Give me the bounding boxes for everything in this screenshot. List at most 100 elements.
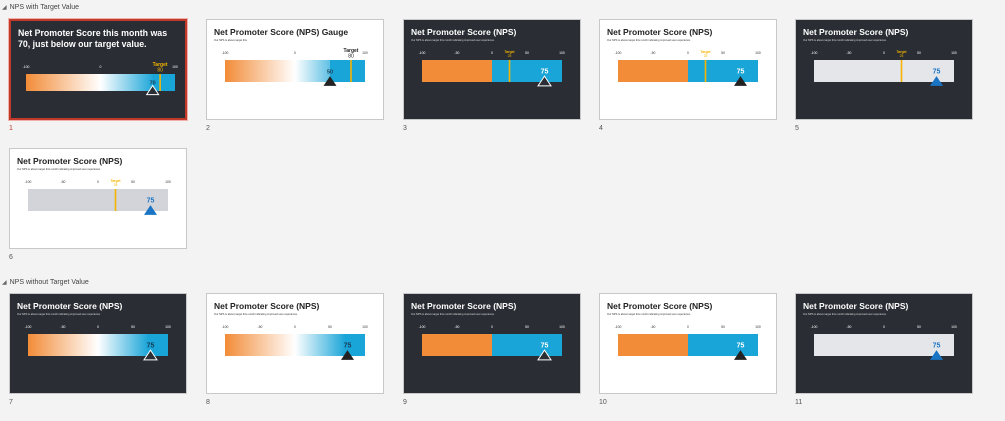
tick-label: 0 [294, 51, 296, 55]
slide-subtitle: Our NPS is above target this month indic… [17, 313, 101, 316]
slide-canvas[interactable]: Net Promoter Score (NPS) Our NPS is above… [795, 293, 973, 394]
value-marker-triangle [734, 350, 747, 360]
gauge-bar-fill-end [347, 334, 365, 356]
value-marker-triangle [341, 350, 354, 360]
tick-label: 0 [491, 51, 493, 55]
gauge-bar-negative [422, 334, 492, 356]
tick-label: 100 [165, 325, 171, 329]
slide-canvas[interactable]: Net Promoter Score (NPS) Our NPS is above… [795, 19, 973, 120]
value-label: 75 [147, 343, 155, 350]
slide-subtitle: Our NPS is above target this [214, 39, 247, 42]
slide-title: Net Promoter Score (NPS) [607, 301, 713, 311]
tick-label: -50 [651, 325, 656, 329]
value-label: 75 [344, 343, 352, 350]
slide-title: Net Promoter Score (NPS) Gauge [214, 27, 349, 37]
target-label: Target [110, 179, 121, 183]
slide-number: 4 [599, 125, 603, 132]
tick-label: 100 [362, 325, 368, 329]
tick-label: -50 [61, 180, 66, 184]
value-marker-triangle [537, 75, 552, 87]
tick-label: 50 [525, 325, 529, 329]
tick-label: 50 [721, 51, 725, 55]
slide-canvas[interactable]: Net Promoter Score this month was 70, ju… [9, 19, 187, 120]
tick-label: 100 [755, 325, 761, 329]
tick-label: 100 [559, 325, 565, 329]
section-header-without-target[interactable]: ◢ NPS without Target Value [2, 279, 89, 286]
slide-subtitle: Our NPS is above target this month indic… [607, 39, 691, 42]
tick-label: -50 [61, 325, 66, 329]
nps-gauge: -100 -50 0 50 100 75 [25, 325, 171, 361]
gauge-bar-gradient [225, 334, 365, 356]
value-marker-triangle [144, 205, 157, 215]
gauge-bar-gradient [26, 74, 175, 91]
tick-label: 0 [687, 51, 689, 55]
section-label: NPS without Target Value [9, 279, 89, 286]
section-label: NPS with Target Value [9, 4, 80, 11]
tick-label: 0 [97, 180, 99, 184]
gauge-bar-fill-end [330, 60, 365, 82]
target-label: Target [153, 62, 168, 68]
nps-gauge: -100 -50 0 50 100 75 [419, 325, 565, 361]
tick-label: -50 [651, 51, 656, 55]
gauge-bar-negative [618, 334, 688, 356]
target-label: Target [700, 50, 711, 54]
value-label: 75 [541, 343, 549, 350]
tick-label: -100 [615, 51, 622, 55]
slide-title: Net Promoter Score (NPS) [17, 301, 123, 311]
tick-label: 100 [951, 51, 957, 55]
tick-label: -50 [847, 325, 852, 329]
slide-subtitle: Our NPS is above target this month indic… [803, 39, 887, 42]
slide-canvas[interactable]: Net Promoter Score (NPS) Gauge Our NPS is… [206, 19, 384, 120]
slide-subtitle: Our NPS is above target this month indic… [607, 313, 691, 316]
tick-label: -50 [847, 51, 852, 55]
slide-number: 8 [206, 399, 210, 406]
slide-title: Net Promoter Score (NPS) [803, 27, 909, 37]
target-line [508, 60, 511, 82]
slide-canvas[interactable]: Net Promoter Score (NPS) Our NPS is above… [206, 293, 384, 394]
tick-label: 50 [131, 325, 135, 329]
slide-title: Net Promoter Score (NPS) [17, 156, 123, 166]
slide-canvas[interactable]: Net Promoter Score (NPS) Our NPS is above… [403, 19, 581, 120]
tick-label: -100 [811, 325, 818, 329]
value-label: 70 [150, 81, 156, 87]
slide-number: 5 [795, 125, 799, 132]
value-marker-triangle [145, 84, 160, 96]
tick-label: 50 [721, 325, 725, 329]
slide-subtitle: Our NPS is above target this month indic… [411, 313, 495, 316]
slide-canvas[interactable]: Net Promoter Score (NPS) Our NPS is above… [403, 293, 581, 394]
collapse-triangle-icon[interactable]: ◢ [2, 5, 7, 11]
slide-title: Net Promoter Score this month was 70, ju… [18, 28, 168, 49]
gauge-bar-neutral [28, 189, 168, 211]
tick-label: -50 [455, 51, 460, 55]
slide-canvas[interactable]: Net Promoter Score (NPS) Our NPS is above… [9, 293, 187, 394]
gauge-bar-fill-end [150, 334, 168, 356]
tick-label: 50 [917, 51, 921, 55]
slide-number: 2 [206, 125, 210, 132]
value-marker-triangle [323, 76, 337, 86]
slide-canvas[interactable]: Net Promoter Score (NPS) Our NPS is above… [9, 148, 187, 249]
slide-number: 10 [599, 399, 607, 406]
slide-canvas[interactable]: Net Promoter Score (NPS) Our NPS is above… [599, 293, 777, 394]
slide-canvas[interactable]: Net Promoter Score (NPS) Our NPS is above… [599, 19, 777, 120]
slide-title: Net Promoter Score (NPS) [214, 301, 320, 311]
tick-label: 50 [131, 180, 135, 184]
tick-label: 50 [525, 51, 529, 55]
tick-label: -100 [811, 51, 818, 55]
tick-label: -50 [258, 325, 263, 329]
gauge-bar-positive [688, 334, 758, 356]
target-line [350, 60, 352, 82]
tick-label: 100 [559, 51, 565, 55]
collapse-triangle-icon[interactable]: ◢ [2, 280, 7, 286]
value-label: 75 [147, 198, 155, 205]
tick-label: 100 [172, 65, 178, 69]
tick-label: 50 [328, 325, 332, 329]
gauge-bar-fill-end [152, 74, 175, 91]
tick-label: -100 [23, 65, 30, 69]
slide-title: Net Promoter Score (NPS) [607, 27, 713, 37]
tick-label: 100 [755, 51, 761, 55]
tick-label: -100 [419, 51, 426, 55]
section-header-with-target[interactable]: ◢ NPS with Target Value [2, 4, 79, 11]
target-value-label: 80 [348, 54, 354, 60]
